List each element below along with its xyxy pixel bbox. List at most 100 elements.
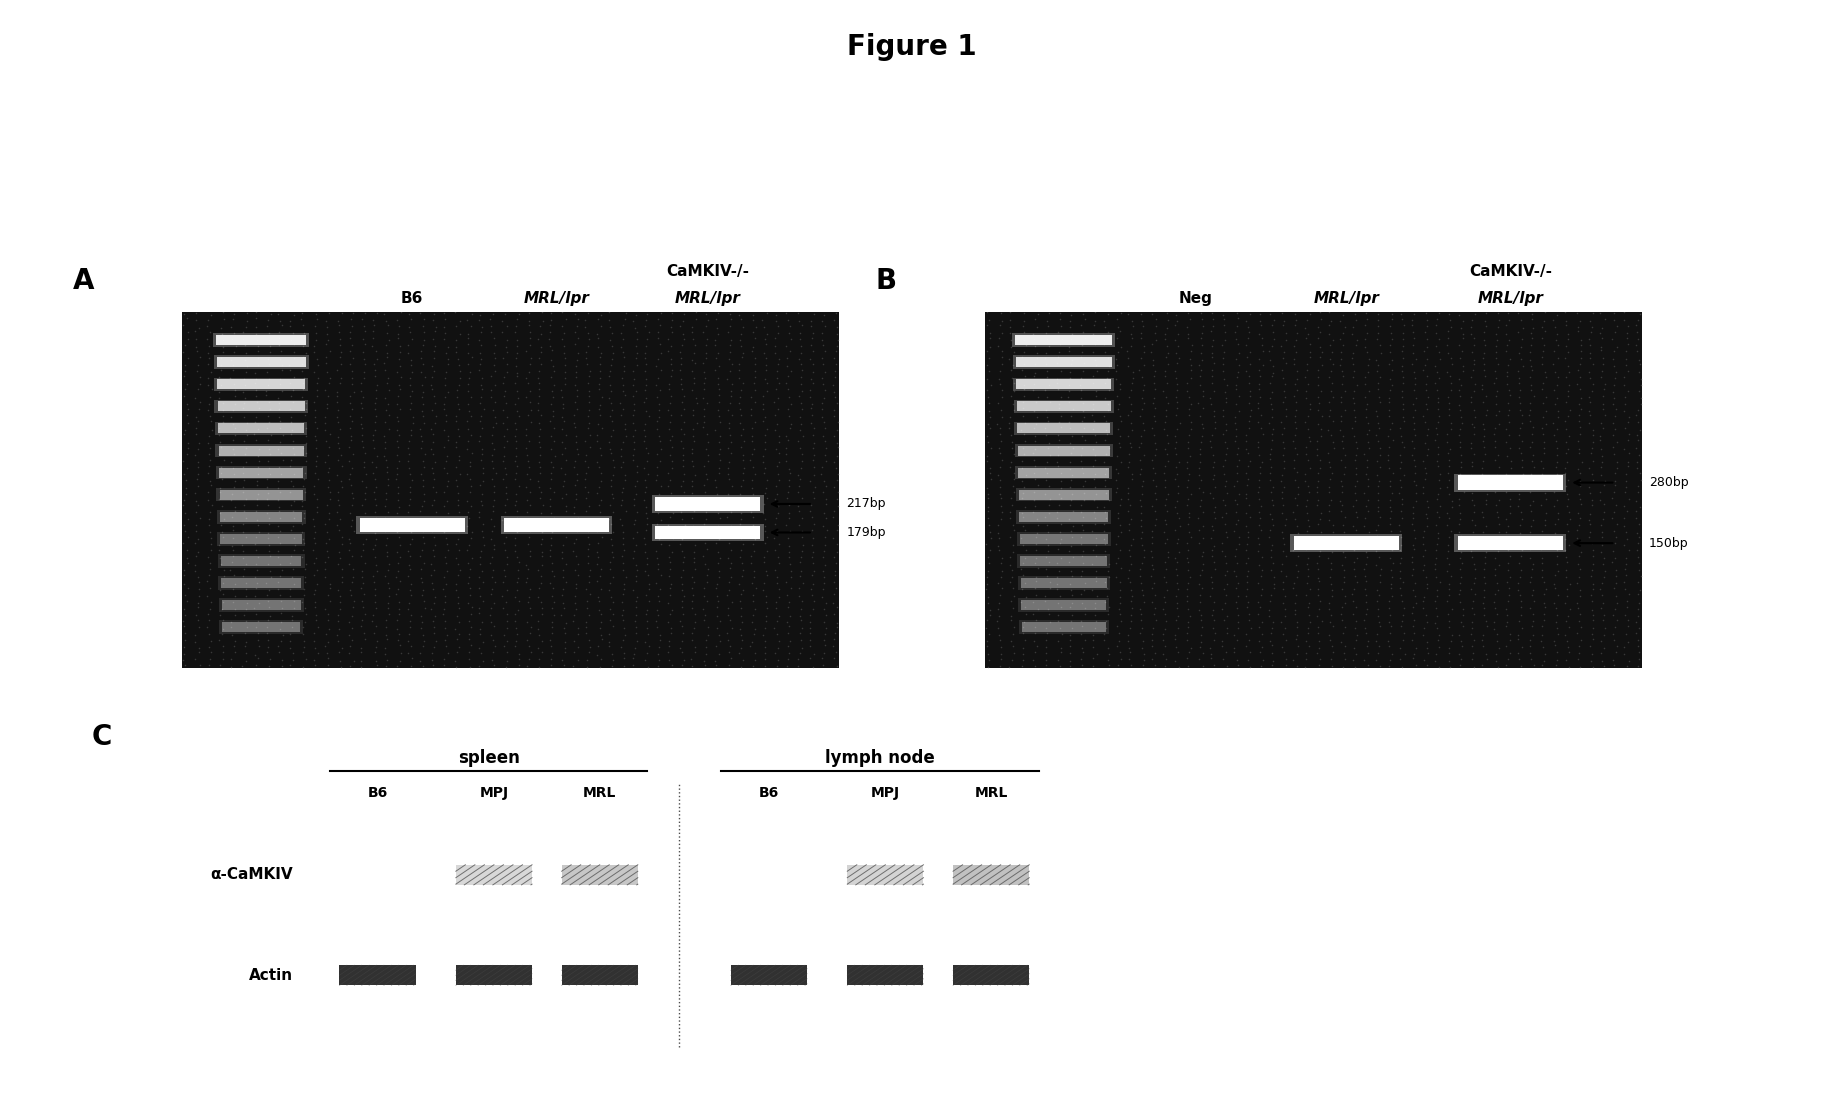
Point <box>275 624 304 642</box>
Point <box>1506 548 1535 565</box>
Point <box>195 323 224 341</box>
Point <box>607 562 636 580</box>
Point <box>1254 601 1283 619</box>
Point <box>288 304 317 322</box>
Point <box>323 402 352 420</box>
Point <box>232 491 261 509</box>
Point <box>171 485 201 503</box>
Point <box>645 535 675 553</box>
Point <box>184 381 213 398</box>
Point <box>1316 374 1345 392</box>
Point <box>1174 426 1203 444</box>
Point <box>170 646 199 663</box>
Point <box>346 382 376 400</box>
Point <box>563 311 592 328</box>
Point <box>773 381 802 398</box>
Point <box>1376 362 1406 380</box>
Point <box>516 643 545 661</box>
Point <box>501 632 530 650</box>
Point <box>1420 652 1449 670</box>
Point <box>396 516 425 534</box>
Point <box>822 490 851 508</box>
Point <box>788 382 817 400</box>
Point <box>1207 306 1236 324</box>
Point <box>716 332 746 349</box>
Point <box>527 312 556 329</box>
Point <box>1127 523 1156 541</box>
Point <box>1210 496 1240 514</box>
Point <box>417 580 447 598</box>
Point <box>263 637 292 654</box>
Point <box>275 554 304 572</box>
Point <box>549 511 578 529</box>
Point <box>753 542 782 560</box>
Point <box>463 579 492 597</box>
Point <box>988 342 1017 359</box>
Point <box>463 503 492 521</box>
Point <box>1551 490 1581 508</box>
Point <box>691 607 720 624</box>
Point <box>715 611 744 629</box>
Point <box>253 414 283 432</box>
Point <box>1148 331 1178 348</box>
Point <box>611 471 640 489</box>
Point <box>221 600 250 618</box>
Point <box>456 637 485 654</box>
Point <box>1413 420 1442 437</box>
Point <box>1597 553 1626 571</box>
Point <box>820 304 850 322</box>
Point <box>727 492 757 510</box>
Bar <box>359 519 465 532</box>
Point <box>1610 351 1639 368</box>
Point <box>1444 336 1473 354</box>
Point <box>432 464 461 482</box>
Point <box>1116 395 1145 413</box>
Point <box>1515 343 1544 361</box>
Point <box>292 650 321 668</box>
Point <box>253 393 283 411</box>
Point <box>667 657 696 674</box>
Point <box>1174 311 1203 328</box>
Point <box>184 619 213 637</box>
Point <box>702 657 731 674</box>
Point <box>1396 312 1426 329</box>
Point <box>492 363 521 381</box>
Point <box>740 382 769 400</box>
Point <box>1094 568 1123 585</box>
Point <box>1612 356 1641 374</box>
Text: MRL/lpr: MRL/lpr <box>675 292 740 306</box>
Point <box>1221 472 1251 490</box>
Point <box>1610 573 1639 591</box>
Point <box>1303 548 1333 565</box>
Bar <box>1021 600 1105 610</box>
Point <box>1010 598 1039 615</box>
Point <box>1280 489 1309 506</box>
Point <box>1305 382 1334 400</box>
Point <box>1612 657 1641 674</box>
Point <box>995 318 1025 336</box>
Point <box>1590 311 1619 328</box>
Point <box>456 317 485 335</box>
Point <box>1553 382 1582 400</box>
Point <box>715 573 744 591</box>
Point <box>419 536 448 554</box>
Point <box>1329 446 1358 464</box>
Point <box>346 394 376 412</box>
Point <box>339 598 368 615</box>
Point <box>642 356 671 374</box>
Point <box>1054 343 1083 361</box>
Point <box>1588 400 1617 417</box>
Point <box>525 414 554 432</box>
Point <box>301 593 330 611</box>
Point <box>667 503 696 521</box>
Point <box>1045 414 1074 432</box>
Point <box>397 530 427 548</box>
Point <box>760 490 789 508</box>
Point <box>571 471 600 489</box>
Point <box>1575 393 1604 411</box>
Point <box>1540 363 1570 381</box>
Point <box>467 643 496 661</box>
Point <box>973 549 1003 567</box>
Point <box>572 407 602 425</box>
Point <box>1411 492 1440 510</box>
